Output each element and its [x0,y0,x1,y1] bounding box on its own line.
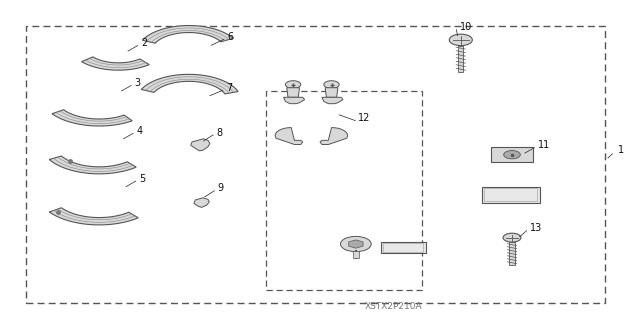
Polygon shape [49,208,138,225]
Polygon shape [49,156,136,174]
Text: 13: 13 [530,223,542,233]
Polygon shape [52,110,132,126]
Polygon shape [325,88,338,97]
Polygon shape [320,128,348,145]
Text: 4: 4 [136,126,143,136]
Circle shape [324,81,339,88]
Bar [383,243,423,251]
Circle shape [503,233,521,242]
Bar [458,46,463,72]
Polygon shape [141,74,238,94]
Text: 2: 2 [141,38,147,48]
Text: 8: 8 [216,128,223,137]
Bar [353,251,359,258]
Text: 11: 11 [538,140,550,150]
Text: 9: 9 [218,183,224,193]
Text: 7: 7 [226,83,232,93]
Bar [381,242,426,253]
Text: 10: 10 [460,22,472,32]
Bar [482,187,540,203]
Circle shape [340,236,371,252]
Text: 6: 6 [227,32,234,42]
Polygon shape [82,57,149,70]
Circle shape [285,81,301,88]
Bar [266,91,422,290]
Text: 1: 1 [618,145,624,155]
Polygon shape [194,198,209,207]
Bar [26,26,605,303]
Bar [509,242,515,265]
Text: 5: 5 [139,174,145,184]
Text: 12: 12 [358,113,371,123]
Polygon shape [142,26,233,43]
Polygon shape [287,88,300,97]
Polygon shape [191,139,210,151]
Polygon shape [275,128,303,145]
Circle shape [504,151,520,159]
Circle shape [449,34,472,46]
Text: 3: 3 [134,78,141,88]
Text: XSTX2P210A: XSTX2P210A [365,302,422,311]
FancyBboxPatch shape [492,147,532,162]
Polygon shape [284,97,305,104]
Polygon shape [349,240,363,248]
Polygon shape [322,97,343,104]
Bar [484,188,537,201]
